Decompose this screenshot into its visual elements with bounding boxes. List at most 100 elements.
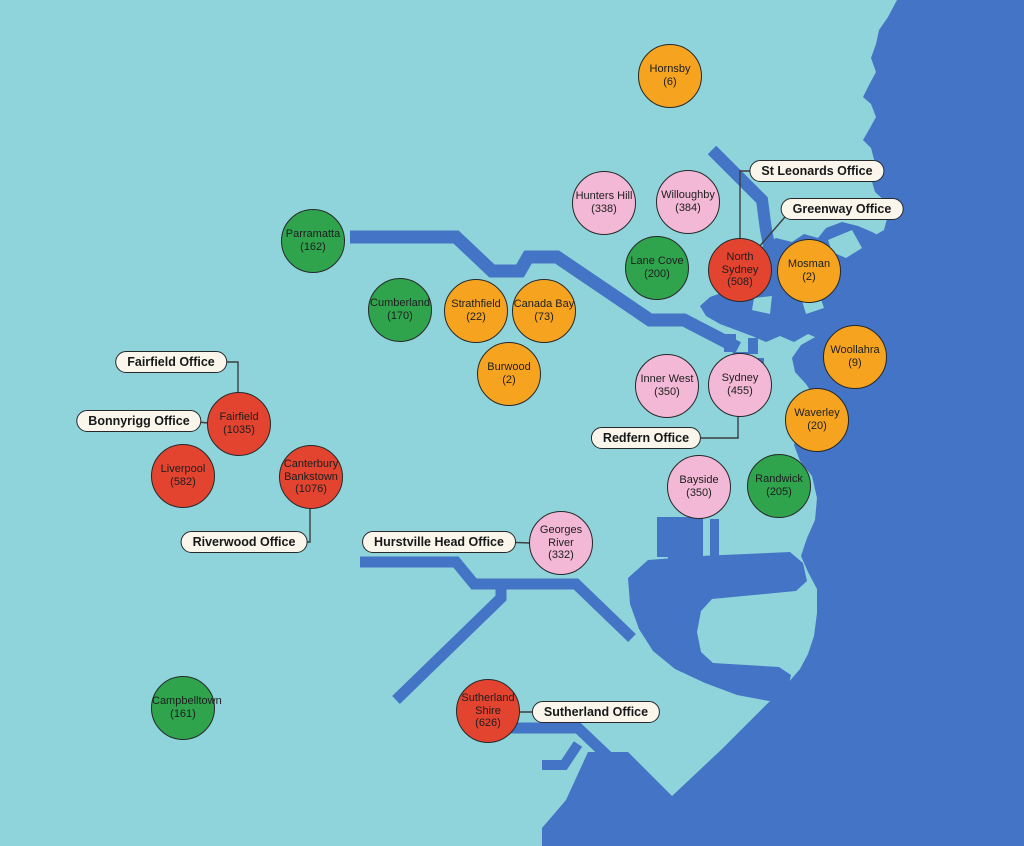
office-label-text: Riverwood Office	[192, 535, 296, 549]
office-label-text: Hurstville Head Office	[374, 535, 504, 549]
lga-name: Strathfield	[451, 298, 501, 311]
office-label-text: Fairfield Office	[127, 355, 215, 369]
lga-count: (162)	[300, 241, 326, 253]
office-label-st-leonards-office: St Leonards Office	[749, 160, 885, 182]
office-label-greenway-office: Greenway Office	[780, 198, 904, 220]
lga-circle-parramatta: Parramatta (162)	[281, 209, 345, 273]
connector-redfern-office	[694, 416, 739, 439]
lga-count: (508)	[727, 276, 753, 289]
lga-circle-inner-west: Inner West (350)	[635, 354, 699, 418]
port-hacking-branch	[542, 741, 583, 770]
lga-circle-sutherland-shire: Sutherland Shire (626)	[456, 679, 520, 743]
lga-name: Georges River	[539, 523, 583, 549]
lga-count: (332)	[548, 549, 574, 562]
lga-circle-fairfield: Fairfield (1035)	[207, 392, 271, 456]
lga-name: Mosman	[787, 258, 831, 271]
lga-circle-georges-river: Georges River (332)	[529, 511, 593, 575]
office-label-hurstville-head-office: Hurstville Head Office	[362, 531, 516, 553]
lga-count: (20)	[807, 420, 827, 432]
georges-river	[360, 556, 636, 642]
lga-name: Liverpool	[160, 463, 206, 476]
lga-circle-mosman: Mosman (2)	[777, 239, 841, 303]
lga-circle-campbelltown: Campbelltown (161)	[151, 676, 222, 740]
office-label-text: Sutherland Office	[543, 705, 649, 719]
lga-circle-woollahra: Woollahra (9)	[823, 325, 887, 389]
lga-name: Canterbury Bankstown	[283, 457, 339, 483]
lga-name: Lane Cove	[630, 255, 684, 268]
lga-count: (384)	[675, 202, 701, 214]
lga-count: (2)	[502, 374, 516, 386]
lga-name: Canada Bay	[513, 298, 575, 311]
harbour-peninsula	[752, 296, 772, 314]
lga-circle-hunters-hill: Hunters Hill (338)	[572, 171, 636, 235]
lga-circle-lane-cove: Lane Cove (200)	[625, 236, 689, 300]
lga-count: (626)	[475, 717, 501, 730]
lga-count: (73)	[534, 311, 554, 323]
lga-count: (9)	[848, 357, 862, 369]
lga-name: Hunters Hill	[575, 190, 633, 203]
office-label-text: Redfern Office	[602, 431, 690, 445]
lga-name: Hornsby	[649, 63, 691, 76]
lga-name: Waverley	[794, 407, 840, 420]
lga-name: Parramatta	[285, 228, 341, 241]
lga-name: Campbelltown	[152, 695, 222, 708]
botany-bay	[628, 552, 807, 701]
lga-circle-canada-bay: Canada Bay (73)	[512, 279, 576, 343]
lga-name: Inner West	[640, 373, 694, 386]
woronora-river	[392, 586, 507, 704]
office-label-bonnyrigg-office: Bonnyrigg Office	[76, 410, 202, 432]
parramatta-river	[350, 230, 741, 354]
lga-circle-north-sydney: North Sydney (508)	[708, 238, 772, 302]
office-label-sutherland-office: Sutherland Office	[531, 701, 661, 723]
office-label-riverwood-office: Riverwood Office	[180, 531, 308, 553]
canal	[710, 519, 719, 556]
lga-name: Sydney	[721, 372, 759, 385]
office-label-redfern-office: Redfern Office	[590, 427, 702, 449]
lga-circle-liverpool: Liverpool (582)	[151, 444, 215, 508]
cooks-river-mouth	[657, 517, 700, 557]
lga-count: (205)	[766, 486, 792, 498]
lga-count: (338)	[591, 203, 617, 215]
lga-count: (455)	[727, 385, 753, 397]
port-hacking-mouth	[542, 752, 700, 846]
lga-count: (22)	[466, 311, 486, 323]
lga-count: (6)	[663, 76, 677, 88]
lga-name: Bayside	[679, 474, 719, 487]
lga-name: North Sydney	[721, 250, 759, 276]
lga-count: (350)	[686, 487, 712, 499]
lga-circle-canterbury-bankstown: Canterbury Bankstown (1076)	[279, 445, 343, 509]
lga-circle-hornsby: Hornsby (6)	[638, 44, 702, 108]
canal	[694, 508, 703, 556]
office-label-fairfield-office: Fairfield Office	[115, 351, 227, 373]
harbour-peninsula	[828, 230, 862, 258]
lga-count: (200)	[644, 268, 670, 280]
lga-count: (161)	[170, 708, 196, 720]
lga-count: (582)	[170, 476, 196, 488]
lga-circle-burwood: Burwood (2)	[477, 342, 541, 406]
office-label-text: St Leonards Office	[761, 164, 873, 178]
lga-circle-sydney: Sydney (455)	[708, 353, 772, 417]
lga-count: (2)	[802, 271, 816, 283]
lga-count: (350)	[654, 386, 680, 398]
lane-cove-river	[707, 145, 776, 252]
lga-name: Willoughby	[661, 189, 715, 202]
office-label-text: Bonnyrigg Office	[88, 414, 190, 428]
lga-circle-waverley: Waverley (20)	[785, 388, 849, 452]
lga-name: Randwick	[755, 473, 803, 486]
lga-circle-randwick: Randwick (205)	[747, 454, 811, 518]
office-label-text: Greenway Office	[792, 202, 892, 216]
lga-name: Fairfield	[219, 411, 259, 424]
lga-count: (1076)	[295, 483, 327, 496]
lga-circle-willoughby: Willoughby (384)	[656, 170, 720, 234]
lga-name: Woollahra	[830, 344, 880, 357]
harbour-cove	[748, 338, 758, 354]
lga-circle-strathfield: Strathfield (22)	[444, 279, 508, 343]
lga-count: (170)	[387, 310, 413, 322]
connector-lines	[187, 170, 792, 713]
lga-circle-bayside: Bayside (350)	[667, 455, 731, 519]
lga-circle-cumberland: Cumberland (170)	[368, 278, 432, 342]
lga-name: Sutherland Shire	[461, 691, 515, 717]
kurnell-peninsula	[706, 593, 800, 660]
lga-count: (1035)	[223, 424, 255, 436]
